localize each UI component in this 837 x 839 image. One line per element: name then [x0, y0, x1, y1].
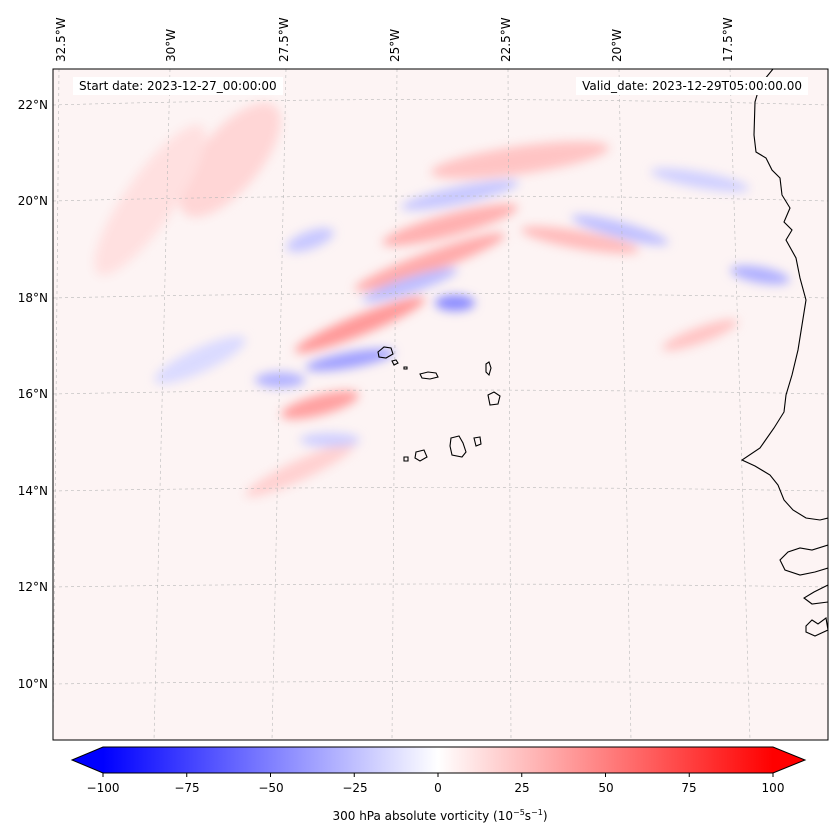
vorticity-negative-band: [571, 214, 669, 246]
coastline: [805, 617, 828, 637]
colorbar-tick-label: 50: [598, 781, 614, 795]
colorbar-tick-marks: [102, 773, 774, 777]
colorbar-tick-label: 25: [514, 781, 530, 795]
colorbar-tick-label: −100: [86, 781, 120, 795]
colorbar-label-text: 300 hPa absolute vorticity (10: [332, 809, 513, 823]
vorticity-negative-band: [255, 372, 305, 388]
lat-label: 20°N: [17, 194, 48, 208]
island-outline: [403, 456, 409, 462]
colorbar-label-exponent: −5: [512, 808, 525, 817]
colorbar-label-unit: s: [524, 809, 532, 823]
island-outline: [485, 361, 492, 377]
vorticity-positive-band: [245, 443, 355, 497]
colorbar-tick-label: −50: [258, 781, 284, 795]
island-outline: [449, 435, 467, 458]
lat-label: 16°N: [17, 387, 48, 401]
colorbar-tick-label: 0: [434, 781, 442, 795]
island-outline: [377, 346, 394, 359]
coastline: [779, 544, 828, 576]
graticule: [53, 69, 828, 740]
coastline: [740, 69, 828, 521]
vorticity-positive-band: [520, 226, 640, 254]
lon-label: 25°W: [388, 28, 402, 62]
map-panel: [53, 69, 828, 740]
colorbar-tick-label: 100: [761, 781, 785, 795]
cape-verde-islands: [377, 346, 501, 462]
lat-label: 18°N: [17, 291, 48, 305]
vorticity-negative-band: [300, 433, 360, 447]
lon-label: 27.5°W: [277, 17, 291, 62]
colorbar-tick-label: −75: [174, 781, 200, 795]
island-outline: [391, 359, 399, 366]
colorbar-tick-label: 75: [681, 781, 697, 795]
colorbar-body: [103, 747, 773, 773]
vorticity-negative-band: [401, 179, 519, 211]
vorticity-positive-band: [662, 319, 738, 351]
colorbar-tick-label: −25: [342, 781, 368, 795]
colorbar-label-end: ): [542, 809, 548, 823]
vorticity-positive-band: [294, 297, 426, 353]
vorticity-negative-band: [730, 265, 790, 285]
vorticity-negative-band: [435, 295, 475, 311]
start-date-label: Start date: 2023-12-27_00:00:00: [73, 77, 283, 95]
colorbar-max-extension: [773, 747, 805, 773]
colorbar: [70, 746, 807, 777]
vorticity-negative-band: [650, 168, 750, 192]
island-outline: [473, 436, 482, 447]
island-outline: [419, 371, 439, 380]
lat-label: 12°N: [17, 580, 48, 594]
vorticity-positive-band: [281, 390, 359, 420]
coastline: [803, 584, 828, 605]
vorticity-negative-band: [286, 227, 334, 253]
colorbar-min-extension: [72, 747, 103, 773]
island-outline: [403, 366, 408, 370]
colorbar-label-exponent: −1: [531, 808, 543, 817]
lat-label: 14°N: [17, 484, 48, 498]
vorticity-positive-band: [430, 141, 610, 179]
lon-label: 30°W: [164, 28, 178, 62]
vorticity-field: [94, 103, 790, 497]
lon-label: 20°W: [610, 28, 624, 62]
lat-label: 10°N: [17, 677, 48, 691]
vorticity-positive-band: [354, 233, 506, 291]
lon-label: 17.5°W: [721, 17, 735, 62]
lat-label: 22°N: [17, 98, 48, 112]
valid-date-label: Valid_date: 2023-12-29T05:00:00.00: [576, 77, 808, 95]
vorticity-positive-band: [179, 103, 281, 217]
map-frame: [52, 68, 829, 741]
vorticity-negative-band: [305, 348, 395, 372]
vorticity-positive-band: [94, 124, 206, 276]
colorbar-outline: [70, 746, 807, 774]
lon-label: 22.5°W: [499, 17, 513, 62]
vorticity-negative-band: [362, 267, 458, 303]
vorticity-positive-band: [382, 203, 518, 247]
lon-label: 32.5°W: [54, 17, 68, 62]
colorbar-label: 300 hPa absolute vorticity (10−5s−1): [0, 808, 837, 823]
vorticity-negative-band: [154, 336, 246, 384]
island-outline: [487, 391, 501, 406]
island-outline: [414, 449, 428, 462]
